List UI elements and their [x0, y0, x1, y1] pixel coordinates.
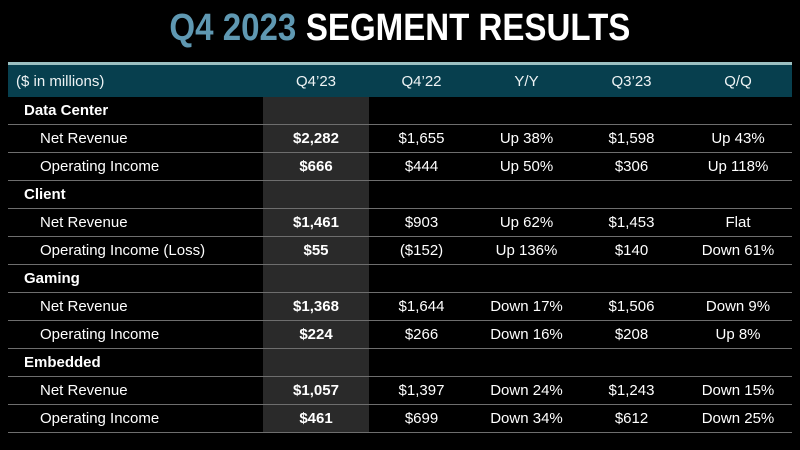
row-label: Operating Income	[40, 326, 160, 343]
value-cell: $1,368	[263, 293, 369, 320]
slide-title: Q4 2023 SEGMENT RESULTS	[0, 0, 800, 56]
value-cell: Down 34%	[490, 410, 563, 427]
value-cell: Up 118%	[707, 158, 769, 175]
value-cell: $266	[404, 326, 439, 343]
value-cell: $140	[614, 242, 649, 259]
value-cell: $224	[263, 321, 369, 348]
header-col-q423: Q4’23	[295, 72, 337, 90]
header-col-q323: Q3’23	[611, 72, 652, 90]
row-label: Operating Income	[40, 158, 160, 175]
section-header-row: Client	[8, 181, 792, 209]
value-cell: $1,057	[263, 377, 369, 404]
value-cell: Down 24%	[490, 382, 563, 399]
table-row: Net Revenue $1,368 $1,644 Down 17% $1,506 Dow…	[8, 293, 792, 321]
value-cell: $208	[614, 326, 649, 343]
table-row: Operating Income $461 $699 Down 34% $612 Down…	[8, 405, 792, 433]
table-body: Data Center Net Revenue $2,282 $1,655 Up 38%…	[8, 97, 792, 433]
header-col-yy: Y/Y	[514, 72, 539, 90]
empty-cell	[263, 349, 369, 376]
value-cell: Up 62%	[499, 214, 554, 231]
value-cell: $55	[263, 237, 369, 264]
value-cell: $1,461	[263, 209, 369, 236]
row-label: Net Revenue	[40, 382, 128, 399]
section-title: Gaming	[24, 270, 80, 287]
row-label: Net Revenue	[40, 214, 128, 231]
value-cell: $666	[263, 153, 369, 180]
empty-cell	[263, 265, 369, 292]
value-cell: Down 15%	[701, 382, 775, 399]
value-cell: $1,397	[398, 382, 445, 399]
section-header-row: Embedded	[8, 349, 792, 377]
section-header-row: Gaming	[8, 265, 792, 293]
value-cell: $444	[404, 158, 439, 175]
section-title: Embedded	[24, 354, 101, 371]
row-label: Net Revenue	[40, 298, 128, 315]
table-row: Net Revenue $1,057 $1,397 Down 24% $1,243 Dow…	[8, 377, 792, 405]
value-cell: Down 16%	[490, 326, 563, 343]
title-main: SEGMENT RESULTS	[305, 7, 631, 49]
value-cell: $1,243	[608, 382, 655, 399]
value-cell: $1,655	[398, 130, 445, 147]
value-cell: Down 17%	[490, 298, 563, 315]
section-title: Client	[24, 186, 66, 203]
value-cell: Up 38%	[499, 130, 554, 147]
value-cell: $1,644	[398, 298, 445, 315]
value-cell: Down 25%	[701, 410, 775, 427]
row-label: Operating Income (Loss)	[40, 242, 206, 259]
table-row: Net Revenue $1,461 $903 Up 62% $1,453 Flat	[8, 209, 792, 237]
segment-results-table: ($ in millions) Q4’23 Q4’22 Y/Y Q3’23 Q/…	[8, 62, 792, 433]
value-cell: Up 50%	[499, 158, 554, 175]
value-cell: $461	[263, 405, 369, 432]
table-row: Operating Income $224 $266 Down 16% $208 Up 8…	[8, 321, 792, 349]
value-cell: $1,453	[608, 214, 655, 231]
value-cell: $612	[614, 410, 649, 427]
slide-title-text: Q4 2023 SEGMENT RESULTS	[170, 9, 631, 47]
value-cell: Flat	[725, 214, 751, 231]
value-cell: Up 136%	[495, 242, 558, 259]
value-cell: $306	[614, 158, 649, 175]
title-quarter: Q4 2023	[169, 7, 297, 49]
value-cell: Down 9%	[705, 298, 771, 315]
section-header-row: Data Center	[8, 97, 792, 125]
empty-cell	[263, 181, 369, 208]
table-row: Net Revenue $2,282 $1,655 Up 38% $1,598 Up 43…	[8, 125, 792, 153]
section-title: Data Center	[24, 102, 109, 119]
header-units-label: ($ in millions)	[16, 72, 105, 90]
header-col-qq: Q/Q	[724, 72, 752, 90]
table-row: Operating Income $666 $444 Up 50% $306 Up 118…	[8, 153, 792, 181]
value-cell: ($152)	[399, 242, 444, 259]
value-cell: $903	[404, 214, 439, 231]
value-cell: Up 43%	[711, 130, 765, 147]
table-header-row: ($ in millions) Q4’23 Q4’22 Y/Y Q3’23 Q/…	[8, 62, 792, 97]
row-label: Operating Income	[40, 410, 160, 427]
value-cell: Up 8%	[715, 326, 761, 343]
value-cell: $699	[404, 410, 439, 427]
header-col-q422: Q4’22	[401, 72, 442, 90]
empty-cell	[263, 97, 369, 124]
value-cell: $1,506	[608, 298, 655, 315]
row-label: Net Revenue	[40, 130, 128, 147]
table-row: Operating Income (Loss) $55 ($152) Up 136% $…	[8, 237, 792, 265]
value-cell: Down 61%	[701, 242, 775, 259]
value-cell: $2,282	[263, 125, 369, 152]
value-cell: $1,598	[608, 130, 655, 147]
